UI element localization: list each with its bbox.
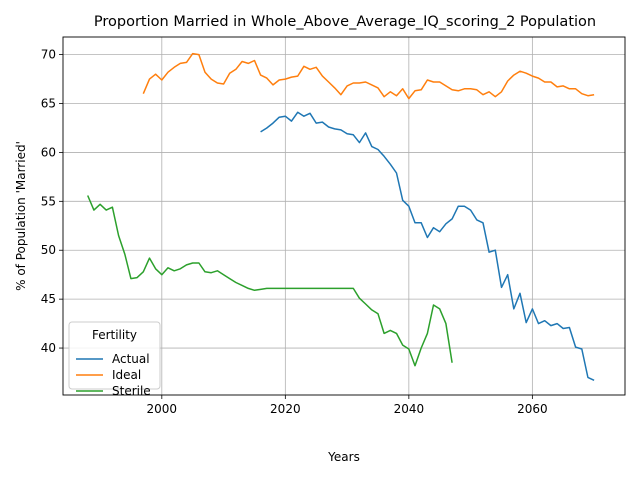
legend: Fertility Actual Ideal Sterile xyxy=(68,321,161,398)
x-tick-label-3: 2060 xyxy=(517,402,548,416)
series-line-actual xyxy=(260,111,595,381)
legend-label-ideal: Ideal xyxy=(112,368,141,382)
series-line-ideal xyxy=(142,52,595,100)
legend-label-actual: Actual xyxy=(112,352,150,366)
y-tick-label-3: 55 xyxy=(41,194,56,208)
x-tick-label-0: 2000 xyxy=(147,402,178,416)
x-tick-label-2: 2040 xyxy=(394,402,425,416)
legend-title: Fertility xyxy=(92,328,137,342)
y-tick-label-5: 65 xyxy=(41,97,56,111)
chart-title: Proportion Married in Whole_Above_Averag… xyxy=(94,14,596,30)
grid xyxy=(63,37,625,395)
axis-ticks: 2000 2020 2040 2060 40 45 50 55 60 65 70 xyxy=(41,48,548,416)
y-tick-label-6: 70 xyxy=(41,48,56,62)
y-tick-label-4: 60 xyxy=(41,145,56,159)
y-tick-label-0: 40 xyxy=(41,341,56,355)
series-line-sterile xyxy=(87,195,453,367)
legend-label-sterile: Sterile xyxy=(112,384,151,398)
legend-box xyxy=(68,321,161,390)
x-axis-label: Years xyxy=(327,450,360,464)
y-axis-label: % of Population 'Married' xyxy=(14,141,28,291)
series-group xyxy=(87,52,595,381)
plot-frame xyxy=(62,36,626,396)
x-tick-label-1: 2020 xyxy=(270,402,301,416)
y-tick-label-2: 50 xyxy=(41,243,56,257)
y-tick-label-1: 45 xyxy=(41,292,56,306)
